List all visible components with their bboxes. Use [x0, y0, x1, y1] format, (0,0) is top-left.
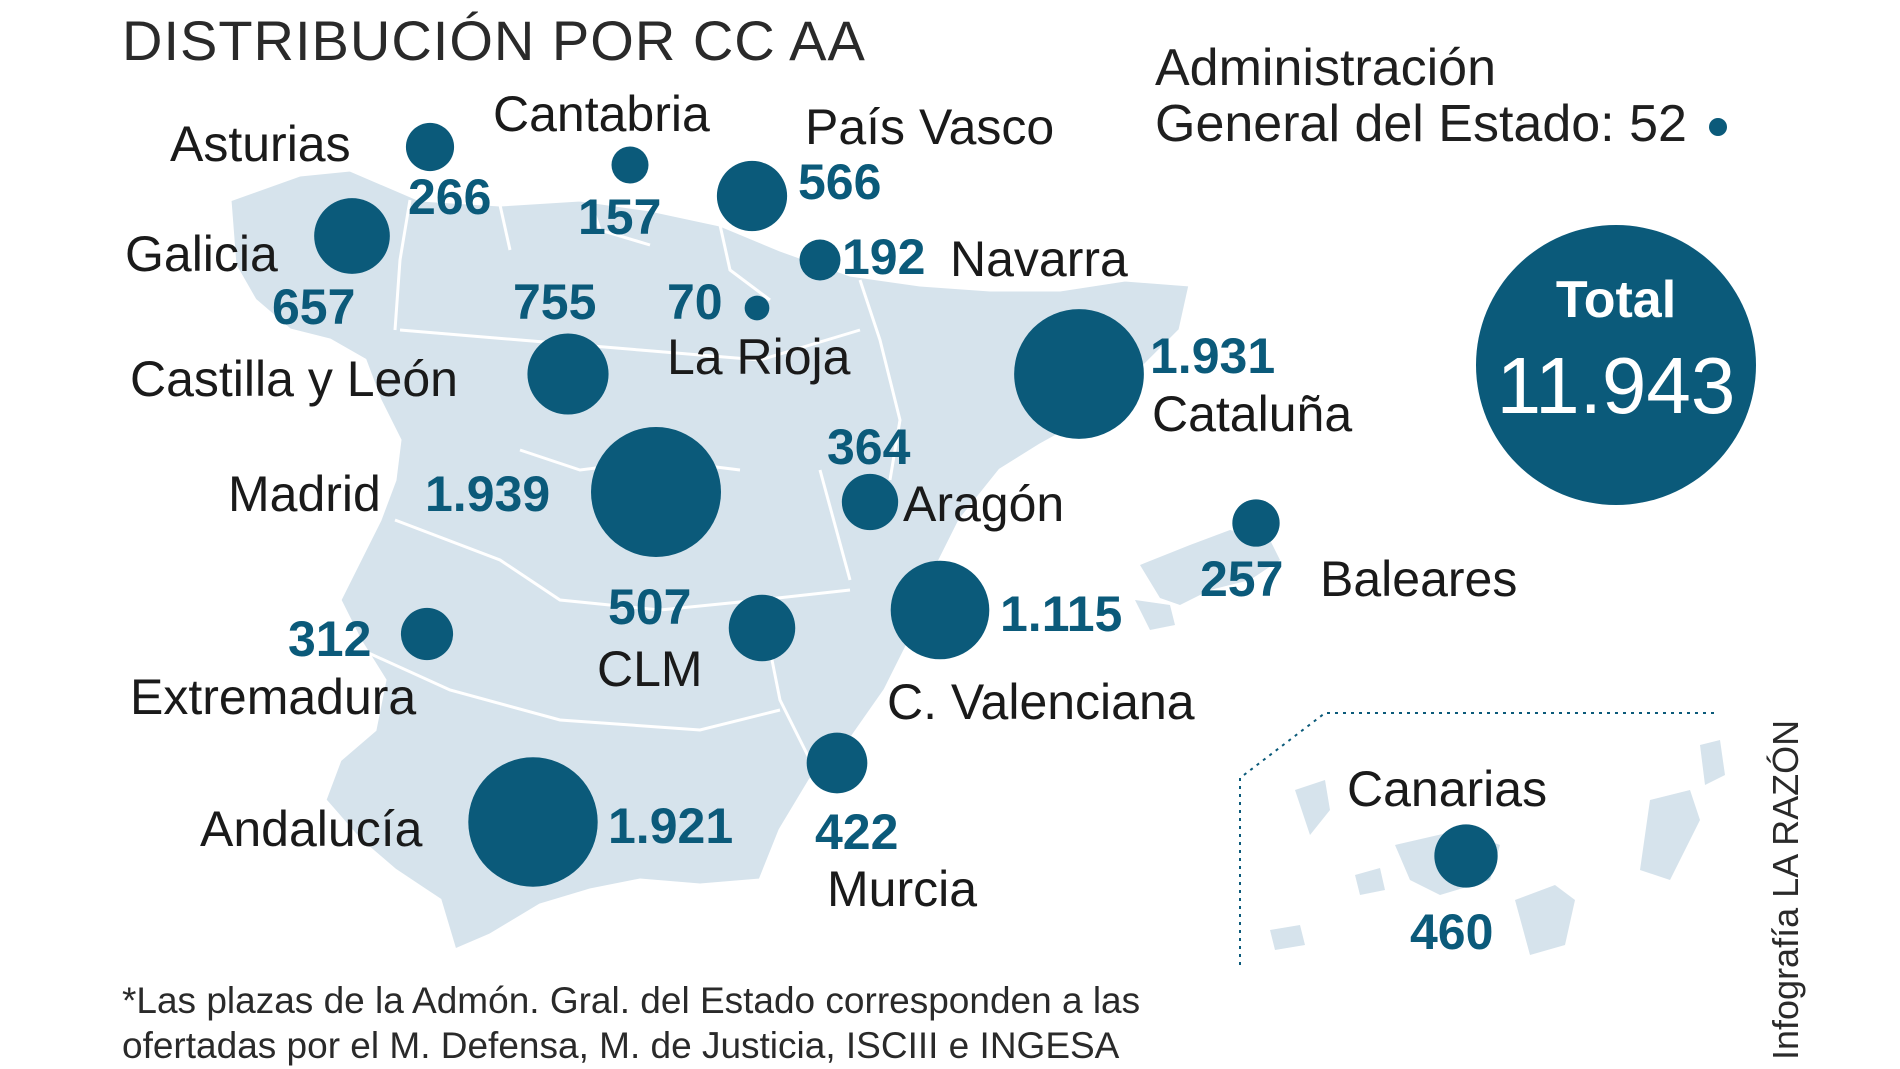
value-la-rioja: 70 [667, 274, 723, 330]
age-line2-text: General del Estado: 52 [1155, 95, 1687, 153]
bubble-la-rioja [744, 295, 770, 321]
label-andalucia: Andalucía [200, 801, 423, 857]
age-dot [1708, 118, 1727, 137]
value-cataluna: 1.931 [1150, 328, 1276, 384]
bubble-galicia [314, 198, 390, 274]
label-c-valenciana: C. Valenciana [887, 674, 1195, 730]
footnote-line1: *Las plazas de la Admón. Gral. del Estad… [122, 980, 1141, 1021]
bubble-clm [728, 594, 796, 662]
bubble-catalu-a [1014, 309, 1144, 439]
ibiza-shape [1135, 600, 1175, 630]
footnote: *Las plazas de la Admón. Gral. del Estad… [122, 978, 1140, 1068]
canarias-shapes [1270, 740, 1725, 955]
bubble-pa-s-vasco [716, 160, 788, 232]
value-asturias: 266 [408, 169, 492, 225]
label-murcia: Murcia [827, 861, 978, 917]
label-galicia: Galicia [125, 226, 278, 282]
age-line1: Administración [1155, 39, 1497, 97]
bubble-layer [314, 122, 1756, 888]
bubble-madrid [591, 427, 721, 557]
bubble-c-valenciana [890, 560, 990, 660]
label-castilla-y-leon: Castilla y León [130, 351, 458, 407]
bubble-cantabria [611, 146, 649, 184]
land-mass [228, 168, 1725, 965]
label-madrid: Madrid [228, 466, 381, 522]
value-madrid: 1.939 [425, 466, 551, 522]
bubble-extremadura [400, 607, 454, 661]
bubble-navarra [799, 239, 841, 281]
peninsula-shape [228, 168, 1192, 953]
label-asturias: Asturias [170, 116, 351, 172]
age-line2: General del Estado: 52 [1155, 96, 1727, 152]
canarias-frame [1239, 712, 1715, 965]
chart-title: DISTRIBUCIÓN POR CC AA [122, 9, 866, 72]
label-cataluna: Cataluña [1152, 386, 1353, 442]
credit: Infografía LA RAZÓN [1765, 719, 1806, 1060]
bubble-asturias [405, 122, 455, 172]
bubble-andaluc-a [468, 757, 598, 887]
value-baleares: 257 [1200, 551, 1284, 607]
value-canarias: 460 [1410, 904, 1494, 960]
label-clm: CLM [597, 641, 703, 697]
age-note: Administración General del Estado: 52 [1155, 40, 1727, 152]
value-clm: 507 [608, 579, 692, 635]
label-navarra: Navarra [950, 231, 1128, 287]
total-value: 11.943 [1496, 341, 1736, 430]
value-castilla-y-leon: 755 [513, 274, 597, 330]
value-cantabria: 157 [578, 189, 662, 245]
label-la-rioja: La Rioja [667, 329, 851, 385]
value-andalucia: 1.921 [608, 798, 734, 854]
bubble-baleares [1232, 499, 1280, 547]
total-label: Total [1555, 271, 1677, 329]
label-aragon: Aragón [903, 476, 1065, 532]
value-aragon: 364 [827, 419, 911, 475]
footnote-line2: ofertadas por el M. Defensa, M. de Justi… [122, 1025, 1120, 1066]
bubble-murcia [806, 732, 868, 794]
value-extremadura: 312 [288, 611, 372, 667]
value-galicia: 657 [272, 279, 356, 335]
bubble-castilla-y-le-n [527, 333, 609, 415]
label-pais-vasco: País Vasco [805, 99, 1055, 155]
label-baleares: Baleares [1320, 551, 1518, 607]
value-c-valenciana: 1.115 [1000, 586, 1123, 642]
value-pais-vasco: 566 [798, 154, 882, 210]
value-navarra: 192 [842, 229, 926, 285]
baleares-shape [1140, 530, 1280, 605]
label-canarias: Canarias [1347, 761, 1548, 817]
bubble-arag-n [841, 473, 899, 531]
bubble-total [1476, 225, 1756, 505]
value-murcia: 422 [815, 804, 899, 860]
label-cantabria: Cantabria [493, 86, 710, 142]
bubble-canarias [1434, 824, 1498, 888]
label-extremadura: Extremadura [130, 669, 417, 725]
